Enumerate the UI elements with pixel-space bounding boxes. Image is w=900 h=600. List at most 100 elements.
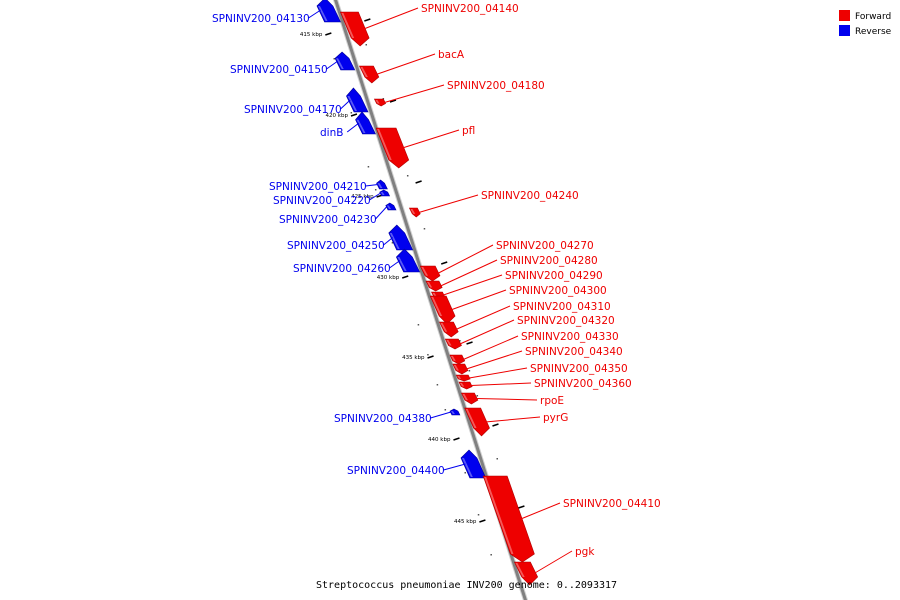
gene-spninv200-04350[interactable] [455,374,471,382]
map-dot [333,58,336,60]
gene-glyph[interactable] [316,0,342,23]
gene-label-spninv200-04210[interactable]: SPNINV200_04210 [269,181,367,193]
gene-glyph[interactable] [513,561,539,586]
legend-forward[interactable]: Forward [839,10,891,22]
gene-glyph[interactable] [375,127,410,169]
gene-glyph[interactable] [396,248,421,273]
gene-label-spninv200-04260[interactable]: SPNINV200_04260 [293,263,391,275]
gene-glyph[interactable] [429,295,456,325]
gene-glyph[interactable] [482,475,535,563]
gene-spninv200-04280[interactable] [425,280,443,292]
gene-glyph[interactable] [455,374,471,382]
gene-leader-line [418,194,479,213]
gene-spninv200-04310[interactable] [438,321,459,338]
gene-glyph[interactable] [385,202,397,211]
gene-leader-line [520,502,561,520]
gene-glyph[interactable] [419,265,441,282]
gene-glyph[interactable] [449,408,461,416]
gene-rpoe[interactable] [460,392,479,405]
gene-glyph[interactable] [452,363,469,375]
gene-leader-line [326,60,339,70]
gene-spninv200-04400[interactable] [460,449,487,479]
gene-glyph-highlight [461,458,473,477]
gene-glyph[interactable] [444,338,462,350]
gene-glyph[interactable] [425,280,443,292]
gene-glyph-highlight [446,340,452,346]
gene-features [316,0,539,586]
gene-baca[interactable] [358,65,380,84]
gene-glyph[interactable] [339,11,370,47]
gene-spninv200-04380[interactable] [449,408,461,416]
gene-leader-line [308,9,322,19]
gene-label-spninv200-04410[interactable]: SPNINV200_04410 [563,498,661,510]
gene-label-spninv200-04360[interactable]: SPNINV200_04360 [534,378,632,390]
gene-spninv200-04270[interactable] [419,265,441,282]
gene-leader-line [346,122,360,133]
gene-label-pfl[interactable]: pfl [462,125,475,137]
gene-glyph[interactable] [460,392,479,405]
gene-label-dinb[interactable]: dinB [320,127,343,139]
legend-reverse[interactable]: Reverse [839,25,892,37]
gene-label-spninv200-04320[interactable]: SPNINV200_04320 [517,315,615,327]
gene-glyph[interactable] [346,87,369,113]
gene-label-spninv200-04170[interactable]: SPNINV200_04170 [244,104,342,116]
gene-label-spninv200-04340[interactable]: SPNINV200_04340 [525,346,623,358]
legend: Forward Reverse [839,10,892,37]
gene-glyph[interactable] [458,381,473,390]
gene-label-spninv200-04140[interactable]: SPNINV200_04140 [421,3,519,15]
gene-spninv200-04180[interactable] [373,98,387,107]
gene-glyph[interactable] [460,449,487,479]
legend-reverse-label: Reverse [855,27,892,37]
gene-label-spninv200-04270[interactable]: SPNINV200_04270 [496,240,594,252]
gene-pfl[interactable] [375,127,410,169]
gene-glyph[interactable] [464,407,490,437]
gene-leader-line [443,463,466,471]
gene-label-spninv200-04180[interactable]: SPNINV200_04180 [447,80,545,92]
tick-mark [427,355,434,359]
gene-label-spninv200-04380[interactable]: SPNINV200_04380 [334,413,432,425]
gene-spninv200-04150[interactable] [334,51,356,71]
gene-spninv200-04220[interactable] [379,189,391,197]
gene-label-spninv200-04280[interactable]: SPNINV200_04280 [500,255,598,267]
gene-spninv200-04240[interactable] [408,207,421,218]
gene-label-spninv200-04350[interactable]: SPNINV200_04350 [530,363,628,375]
gene-glyph[interactable] [408,207,421,218]
gene-label-baca[interactable]: bacA [438,49,465,61]
gene-pyrg[interactable] [464,407,490,437]
gene-spninv200-04320[interactable] [444,338,462,350]
gene-glyph[interactable] [358,65,380,84]
gene-glyph[interactable] [376,179,388,190]
gene-glyph[interactable] [449,354,466,365]
gene-spninv200-04410[interactable] [482,475,535,563]
gene-label-spninv200-04330[interactable]: SPNINV200_04330 [521,331,619,343]
gene-spninv200-04140[interactable] [339,11,370,47]
gene-spninv200-04230[interactable] [385,202,397,211]
gene-spninv200-04360[interactable] [458,381,473,390]
gene-label-pgk[interactable]: pgk [575,546,595,558]
gene-glyph[interactable] [355,111,376,135]
gene-dinb[interactable] [355,111,376,135]
gene-label-spninv200-04250[interactable]: SPNINV200_04250 [287,240,385,252]
gene-glyph[interactable] [373,98,387,107]
gene-label-spninv200-04230[interactable]: SPNINV200_04230 [279,214,377,226]
gene-label-spninv200-04400[interactable]: SPNINV200_04400 [347,465,445,477]
gene-label-spninv200-04290[interactable]: SPNINV200_04290 [505,270,603,282]
gene-spninv200-04300[interactable] [429,295,456,325]
gene-spninv200-04330[interactable] [449,354,466,365]
gene-pgk[interactable] [513,561,539,586]
gene-spninv200-04210[interactable] [376,179,388,190]
gene-label-spninv200-04310[interactable]: SPNINV200_04310 [513,301,611,313]
gene-label-spninv200-04300[interactable]: SPNINV200_04300 [509,285,607,297]
gene-glyph[interactable] [438,321,459,338]
gene-label-spninv200-04150[interactable]: SPNINV200_04150 [230,64,328,76]
gene-label-pyrg[interactable]: pyrG [543,412,568,424]
gene-label-rpoe[interactable]: rpoE [540,395,564,407]
gene-label-spninv200-04130[interactable]: SPNINV200_04130 [212,13,310,25]
gene-label-spninv200-04240[interactable]: SPNINV200_04240 [481,190,579,202]
gene-spninv200-04340[interactable] [452,363,469,375]
map-dot [423,228,426,230]
gene-glyph[interactable] [379,189,391,197]
gene-spninv200-04250[interactable] [388,224,414,251]
gene-label-spninv200-04220[interactable]: SPNINV200_04220 [273,195,371,207]
gene-glyph[interactable] [334,51,356,71]
